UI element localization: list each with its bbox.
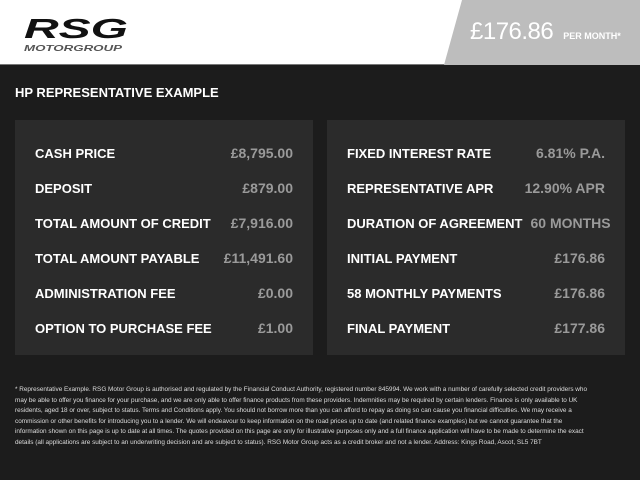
row-value: £879.00 — [242, 180, 293, 196]
row-label: REPRESENTATIVE APR — [347, 180, 494, 196]
row-label: DEPOSIT — [35, 180, 93, 196]
finance-row: ADMINISTRATION FEE £0.00 — [35, 283, 293, 303]
row-value: £11,491.60 — [223, 250, 293, 266]
row-value: £8,795.00 — [230, 145, 293, 161]
left-panel: CASH PRICE £8,795.00 DEPOSIT £879.00 TOTAL A… — [15, 120, 313, 355]
finance-row: DURATION OF AGREEMENT 60 MONTHS — [347, 213, 611, 233]
row-value: 60 MONTHS — [530, 215, 611, 231]
monthly-price: £176.86 — [470, 18, 554, 45]
rsg-logo: RSG MOTORGROUP — [24, 14, 128, 53]
finance-row: CASH PRICE £8,795.00 — [35, 143, 293, 163]
finance-row: OPTION TO PURCHASE FEE £1.00 — [35, 318, 293, 338]
row-value: £7,916.00 — [230, 215, 293, 231]
row-label: OPTION TO PURCHASE FEE — [35, 320, 212, 336]
row-value: £1.00 — [257, 320, 293, 336]
page-title: HP REPRESENTATIVE EXAMPLE — [15, 85, 219, 100]
row-label: ADMINISTRATION FEE — [35, 285, 176, 301]
row-label: 58 MONTHLY PAYMENTS — [347, 285, 502, 301]
row-value: £0.00 — [257, 285, 293, 301]
svg-text:MOTORGROUP: MOTORGROUP — [24, 44, 123, 53]
row-label: FINAL PAYMENT — [347, 320, 451, 336]
row-value: 12.90% APR — [524, 180, 605, 196]
finance-row: DEPOSIT £879.00 — [35, 178, 293, 198]
header: RSG MOTORGROUP £176.86 PER MONTH* — [0, 0, 640, 65]
disclaimer-text: * Representative Example. RSG Motor Grou… — [15, 386, 588, 446]
finance-row: FIXED INTEREST RATE 6.81% P.A. — [347, 143, 605, 163]
row-value: £177.86 — [554, 320, 605, 336]
finance-row: REPRESENTATIVE APR 12.90% APR — [347, 178, 605, 198]
right-panel: FIXED INTEREST RATE 6.81% P.A. REPRESENTAT… — [327, 120, 625, 355]
svg-text:RSG: RSG — [24, 14, 128, 44]
row-label: TOTAL AMOUNT OF CREDIT — [35, 215, 211, 231]
row-value: 6.81% P.A. — [535, 145, 605, 161]
row-value: £176.86 — [554, 250, 605, 266]
row-label: DURATION OF AGREEMENT — [347, 215, 523, 231]
row-value: £176.86 — [554, 285, 605, 301]
row-label: INITIAL PAYMENT — [347, 250, 458, 266]
finance-row: INITIAL PAYMENT £176.86 — [347, 248, 605, 268]
row-label: TOTAL AMOUNT PAYABLE — [35, 250, 200, 266]
finance-row: FINAL PAYMENT £177.86 — [347, 318, 605, 338]
row-label: CASH PRICE — [35, 145, 116, 161]
per-month-label: PER MONTH* — [563, 31, 621, 41]
finance-row: TOTAL AMOUNT PAYABLE £11,491.60 — [35, 248, 293, 268]
row-label: FIXED INTEREST RATE — [347, 145, 492, 161]
monthly-price-box: £176.86 PER MONTH* — [444, 0, 640, 65]
finance-row: 58 MONTHLY PAYMENTS £176.86 — [347, 283, 605, 303]
finance-row: TOTAL AMOUNT OF CREDIT £7,916.00 — [35, 213, 293, 233]
